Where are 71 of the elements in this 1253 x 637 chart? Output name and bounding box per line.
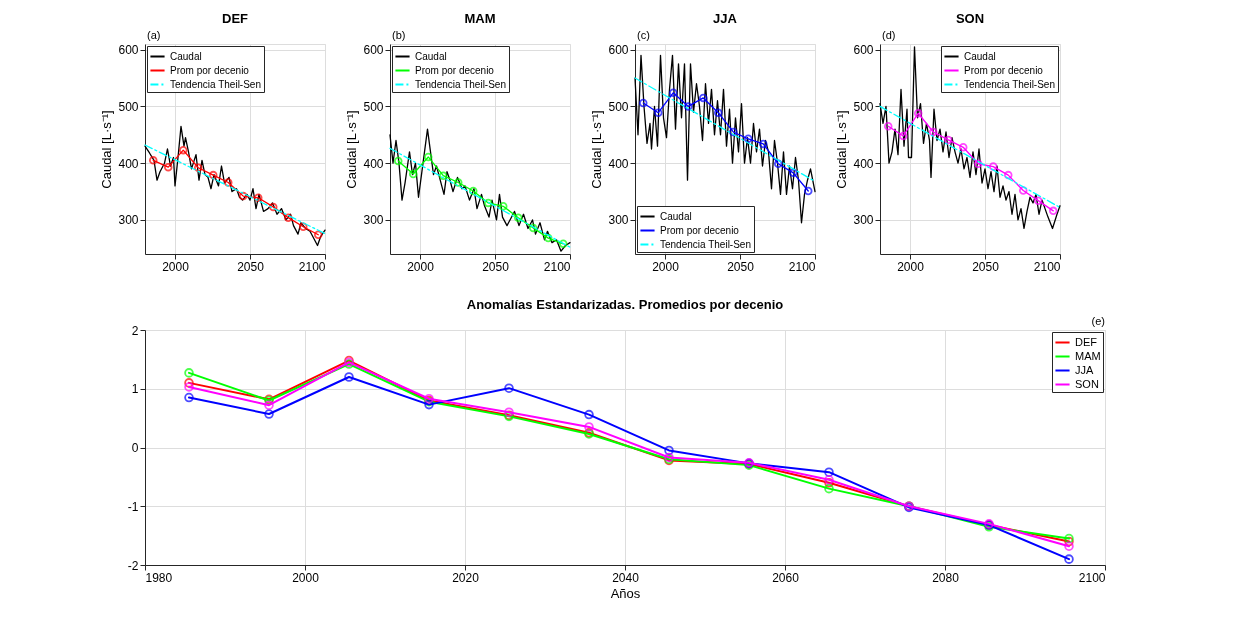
y-tick-label: 300: [853, 213, 874, 228]
x-axis-title: Años: [610, 585, 641, 601]
x-tick-label: 2100: [1033, 259, 1061, 274]
legend-label: Prom por decenio: [964, 64, 1044, 76]
x-tick-label: 2100: [298, 259, 326, 274]
y-tick-label: -1: [127, 499, 139, 514]
legend-label: Caudal: [964, 50, 996, 62]
legend-label: Prom por decenio: [415, 64, 495, 76]
y-tick-label: 500: [608, 99, 629, 114]
y-tick-label: 600: [118, 43, 139, 58]
x-tick-label: 2020: [452, 570, 480, 585]
x-tick-label: 2000: [407, 259, 435, 274]
x-tick-label: 2000: [897, 259, 925, 274]
y-tick-label: 500: [853, 99, 874, 114]
legend-label: Tendencia Theil-Sen: [170, 78, 261, 90]
x-tick-label: 1980: [145, 570, 173, 585]
text: (d): [882, 29, 896, 41]
x-tick-label: 2100: [1078, 570, 1106, 585]
y-tick-label: 600: [853, 43, 874, 58]
chart-title: MAM: [464, 11, 496, 26]
legend-label: SON: [1075, 377, 1099, 390]
legend-label: JJA: [1075, 363, 1094, 376]
y-axis-title: Caudal [L·s⁻¹]: [589, 110, 605, 189]
x-tick-label: 2100: [543, 259, 571, 274]
y-tick-label: 400: [118, 156, 139, 171]
y-tick-label: 500: [363, 99, 384, 114]
y-tick-label: -2: [127, 558, 139, 573]
x-tick-label: 2050: [237, 259, 265, 274]
legend-label: Tendencia Theil-Sen: [660, 238, 751, 250]
y-tick-label: 300: [608, 213, 629, 228]
legend-label: Tendencia Theil-Sen: [964, 78, 1055, 90]
y-axis-title: Caudal [L·s⁻¹]: [344, 110, 360, 189]
y-tick-label: 0: [131, 441, 139, 455]
y-axis-title: Caudal [L·s⁻¹]: [834, 110, 850, 189]
chart-title: DEF: [222, 11, 249, 26]
chart-title: Anomalías Estandarizadas. Promedios por decenio: [466, 297, 784, 312]
legend-label: MAM: [1075, 349, 1101, 362]
legend-label: DEF: [1075, 335, 1098, 348]
x-tick-label: 2060: [772, 570, 800, 585]
y-tick-label: 400: [853, 156, 874, 171]
legend-label: Prom por decenio: [170, 64, 250, 76]
y-tick-label: 2: [131, 323, 139, 338]
x-tick-label: 2080: [932, 570, 960, 585]
chart-title: SON: [955, 11, 985, 26]
y-tick-label: 400: [363, 156, 384, 171]
y-tick-label: 300: [118, 213, 139, 228]
legend-label: Caudal: [415, 50, 447, 62]
y-axis-title: Caudal [L·s⁻¹]: [99, 110, 115, 189]
chart-title: JJA: [713, 11, 738, 26]
text: (e): [1091, 315, 1105, 327]
y-tick-label: 500: [118, 99, 139, 114]
y-tick-label: 400: [608, 156, 629, 171]
y-tick-label: 1: [131, 382, 139, 397]
y-tick-label: 600: [363, 43, 384, 58]
x-tick-label: 2040: [612, 570, 640, 585]
x-tick-label: 2100: [788, 259, 816, 274]
x-tick-label: 2050: [972, 259, 1000, 274]
legend-label: Tendencia Theil-Sen: [415, 78, 506, 90]
legend-label: Caudal: [170, 50, 202, 62]
x-tick-label: 2050: [482, 259, 510, 274]
x-tick-label: 2000: [162, 259, 190, 274]
text: (a): [147, 29, 161, 41]
legend-label: Prom por decenio: [660, 224, 740, 236]
x-tick-label: 2000: [292, 570, 320, 585]
y-tick-label: 600: [608, 43, 629, 58]
legend-label: Caudal: [660, 210, 692, 222]
x-tick-label: 2000: [652, 259, 680, 274]
text: (b): [392, 29, 406, 41]
y-tick-label: 300: [363, 213, 384, 228]
text: (c): [637, 29, 650, 41]
x-tick-label: 2050: [727, 259, 755, 274]
